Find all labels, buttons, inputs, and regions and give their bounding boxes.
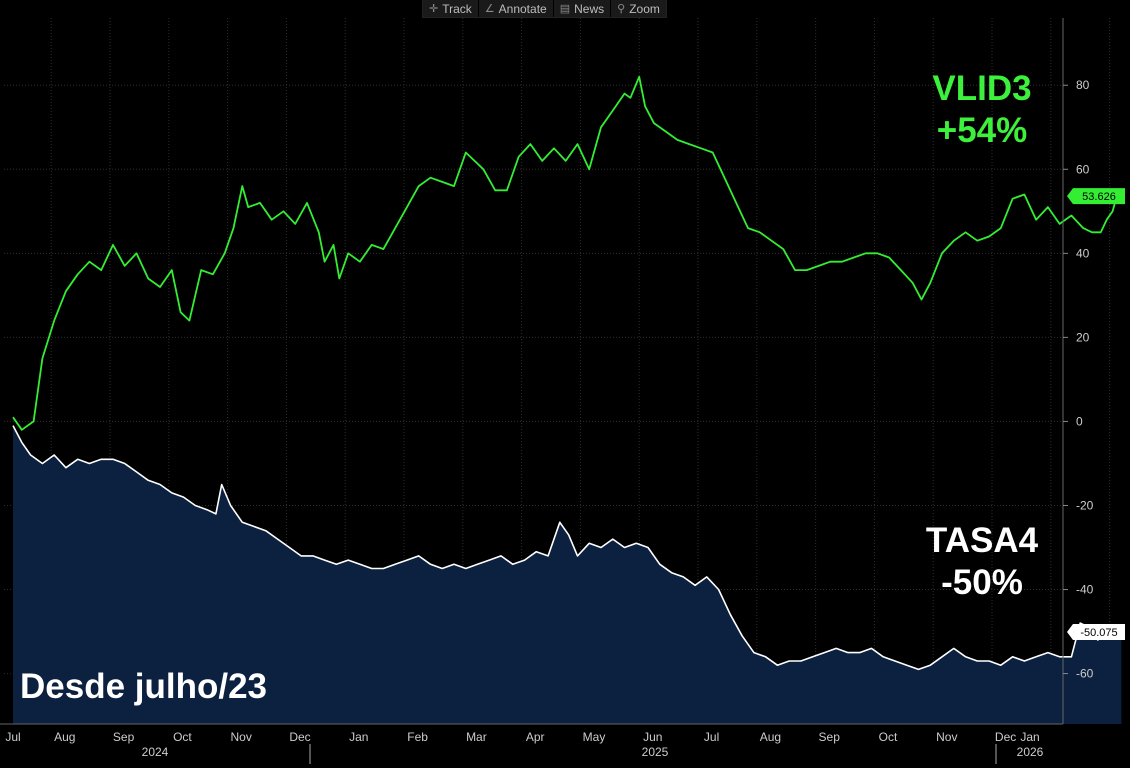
y-tick-label: 0 [1076,414,1083,428]
annotate-label: Annotate [498,1,547,16]
y-tick-label: 20 [1076,330,1090,344]
y-tick-label: 60 [1076,162,1090,176]
crosshair-icon: ✛ [429,3,439,15]
tasa4-area [13,425,1122,724]
track-button[interactable]: ✛ Track [423,0,479,17]
x-month-label: Feb [407,730,428,744]
x-month-label: Jul [704,730,719,744]
news-button[interactable]: ▤ News [554,0,612,17]
x-month-label: Dec [289,730,310,744]
news-label: News [574,1,605,16]
x-year-label: 2024 [142,745,169,759]
tasa4-last-tag-value: -50.075 [1080,627,1117,639]
magnifier-icon: ⚲ [617,3,626,15]
vlid3-last-tag: 53.626 [1067,188,1125,205]
x-month-label: Dec [995,730,1016,744]
tasa4-last-tag-bg [1067,623,1125,640]
x-month-label: Sep [819,730,841,744]
x-year-label: 2025 [642,745,669,759]
vlid3-line [12,75,1123,431]
x-month-label: Jun [643,730,662,744]
vlid3-annotation: VLID3 +54% [922,68,1042,152]
x-year-label: 2026 [1017,745,1044,759]
x-month-label: Jan [1020,730,1039,744]
y-tick-label: -20 [1076,498,1094,512]
x-month-label: Jan [349,730,368,744]
y-tick-label: -60 [1076,667,1094,681]
pencil-icon: ∠ [484,3,495,15]
vlid3-name: VLID3 [932,69,1032,108]
x-month-label: Mar [466,730,487,744]
y-tick-label: 40 [1076,246,1090,260]
vlid3-last-tag-bg [1067,188,1125,205]
y-tick-label: 80 [1076,78,1090,92]
chart-toolbar: ✛ Track ∠ Annotate ▤ News ⚲ Zoom [422,0,667,18]
x-month-label: Aug [760,730,781,744]
tasa4-name: TASA4 [925,521,1039,560]
y-tick-label: -40 [1076,583,1094,597]
x-month-label: Aug [54,730,75,744]
tasa4-line [12,425,1122,671]
period-note: Desde julho/23 [20,667,268,706]
x-month-label: Apr [526,730,545,744]
x-month-label: Oct [879,730,898,744]
tasa4-change: -50% [941,563,1023,602]
x-month-label: Nov [936,730,957,744]
x-month-label: Jul [5,730,20,744]
zoom-button[interactable]: ⚲ Zoom [611,0,666,17]
x-month-label: Oct [173,730,192,744]
x-month-label: May [583,730,606,744]
x-month-label: Nov [231,730,252,744]
tasa4-annotation: TASA4 -50% [912,520,1052,604]
vlid3-change: +54% [936,111,1028,150]
track-label: Track [442,1,472,16]
x-month-label: Sep [113,730,135,744]
annotate-button[interactable]: ∠ Annotate [479,0,554,17]
news-icon: ▤ [559,3,571,15]
tasa4-last-tag: -50.075 [1067,623,1125,640]
vlid3-last-tag-value: 53.626 [1082,191,1116,203]
zoom-label: Zoom [629,1,660,16]
